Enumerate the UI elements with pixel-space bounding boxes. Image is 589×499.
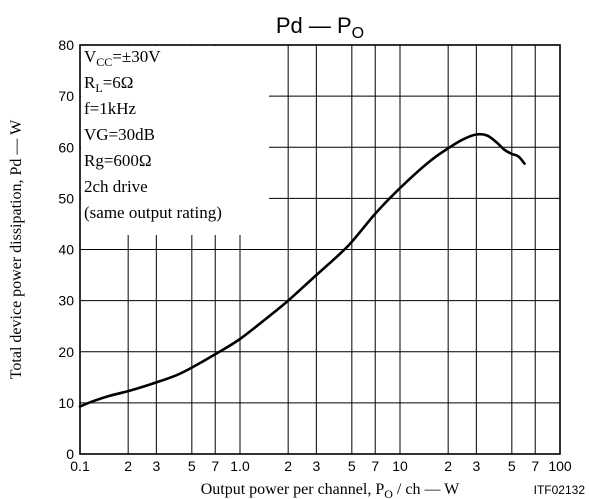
annotation-line: Rg=600Ω [84, 151, 152, 170]
x-tick-label: 100 [548, 458, 572, 474]
x-tick-label: 5 [508, 458, 516, 474]
x-tick-label: 7 [211, 458, 219, 474]
annotation-block: VCC=±30V RL=6Ω f=1kHz VG=30dB Rg=600Ω 2ch dri… [81, 46, 269, 235]
chart-title: Pd — PO [276, 13, 364, 42]
annotation-background [81, 46, 269, 235]
y-tick-label: 60 [58, 139, 74, 155]
series-layer [78, 132, 526, 408]
y-tick-label: 10 [58, 395, 74, 411]
x-tick-label: 2 [124, 458, 132, 474]
x-tick-label: 2 [284, 458, 292, 474]
x-tick-label: 5 [188, 458, 196, 474]
x-tick-label: 0.1 [70, 458, 90, 474]
annotation-line: VCC=±30V [84, 47, 161, 69]
x-tick-label: 10 [392, 458, 408, 474]
y-tick-label: 0 [66, 446, 74, 462]
plot-frame [79, 44, 561, 455]
annotation-line: f=1kHz [84, 99, 137, 118]
x-tick-label: 7 [371, 458, 379, 474]
annotation-line: VG=30dB [84, 125, 155, 144]
x-tick-label: 2 [444, 458, 452, 474]
x-tick-label: 7 [531, 458, 539, 474]
series-line [78, 132, 526, 408]
x-tick-label: 3 [312, 458, 320, 474]
x-tick-label: 3 [472, 458, 480, 474]
y-tick-label: 30 [58, 293, 74, 309]
figure-code: ITF02132 [534, 483, 586, 497]
y-tick-label: 40 [58, 242, 74, 258]
x-axis-label: Output power per channel, PO / ch — W [201, 481, 460, 499]
annotation-line: 2ch drive [84, 177, 148, 196]
x-tick-label: 3 [152, 458, 160, 474]
y-tick-label: 20 [58, 344, 74, 360]
y-tick-label: 50 [58, 190, 74, 206]
annotation-line: RL=6Ω [84, 73, 133, 95]
y-tick-label: 80 [58, 37, 74, 53]
x-tick-label: 5 [348, 458, 356, 474]
y-axis-label: Total device power dissipation, Pd — W [8, 119, 25, 379]
x-tick-label: 1.0 [230, 458, 250, 474]
annotation-line: (same output rating) [84, 203, 222, 222]
y-tick-label: 70 [58, 88, 74, 104]
